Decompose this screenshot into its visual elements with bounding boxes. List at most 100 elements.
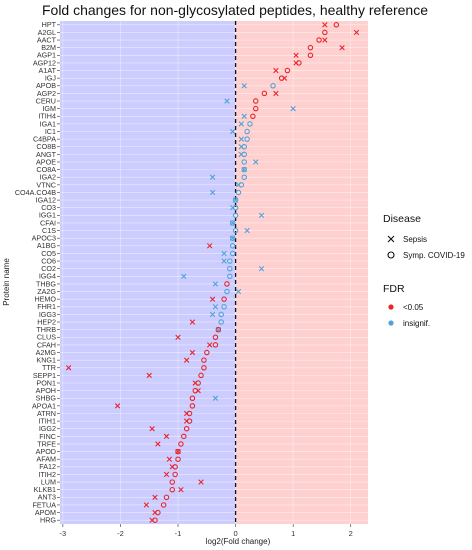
- x-tick-label: -2: [117, 529, 124, 538]
- point-sepsis: [353, 29, 360, 36]
- point-symp-covid19: [172, 471, 178, 478]
- protein-label: CO6: [41, 256, 56, 265]
- point-symp-covid19: [218, 319, 224, 325]
- protein-label: FHR1: [37, 302, 56, 311]
- point-sepsis: [339, 44, 345, 51]
- protein-label: LUM: [41, 477, 56, 486]
- x-tick-label: -3: [60, 529, 67, 538]
- protein-label: SHBG: [36, 394, 57, 403]
- legend-sepsis-key: [387, 235, 395, 243]
- point-sepsis: [238, 121, 245, 127]
- point-sepsis: [290, 105, 296, 112]
- protein-label: ANT3: [38, 493, 56, 502]
- point-sepsis: [189, 349, 196, 356]
- legend-disease-label: Sepsis: [403, 235, 427, 244]
- point-symp-covid19: [204, 349, 210, 356]
- point-sepsis: [189, 319, 196, 325]
- legend-fdr-title: FDR: [383, 283, 405, 295]
- x-axis-label: log2(Fold change): [206, 537, 271, 546]
- point-sepsis: [322, 37, 328, 43]
- point-symp-covid19: [169, 479, 176, 485]
- legend-fdr-label: <0.05: [403, 303, 424, 312]
- protein-label: APOM: [35, 508, 56, 517]
- point-sepsis: [209, 189, 216, 196]
- point-symp-covid19: [221, 304, 227, 310]
- point-sepsis: [212, 281, 219, 287]
- point-symp-covid19: [178, 441, 184, 447]
- point-sepsis: [224, 98, 230, 104]
- legend-covid-key: [387, 251, 395, 259]
- point-sepsis: [146, 372, 152, 379]
- point-symp-covid19: [232, 227, 239, 234]
- point-sepsis: [221, 250, 227, 257]
- point-symp-covid19: [183, 425, 190, 432]
- point-symp-covid19: [169, 486, 176, 493]
- point-sepsis: [244, 227, 250, 234]
- point-symp-covid19: [241, 166, 247, 173]
- point-sepsis: [273, 67, 279, 74]
- protein-label: C1S: [42, 226, 56, 235]
- point-sepsis: [149, 426, 155, 432]
- point-symp-covid19: [195, 380, 201, 386]
- protein-label: APOE: [36, 157, 56, 166]
- point-sepsis: [241, 113, 247, 119]
- point-symp-covid19: [172, 464, 178, 470]
- protein-label: IGG3: [39, 310, 56, 319]
- point-symp-covid19: [189, 395, 196, 401]
- protein-label: PON1: [36, 378, 56, 387]
- protein-label: ZA2G: [37, 287, 56, 296]
- protein-label: IC1: [45, 127, 56, 136]
- protein-label: AFAM: [36, 455, 56, 464]
- point-symp-covid19: [215, 326, 222, 333]
- x-tick-label: -1: [175, 529, 182, 538]
- point-symp-covid19: [247, 121, 253, 127]
- point-symp-covid19: [229, 235, 236, 241]
- point-symp-covid19: [227, 258, 233, 264]
- protein-label: SEPP1: [33, 371, 56, 380]
- protein-label: APOB: [36, 81, 56, 90]
- chart-title: Fold changes for non-glycosylated peptid…: [42, 2, 428, 18]
- protein-label: IGA1: [40, 119, 56, 128]
- legend-disease-title: Disease: [383, 213, 421, 225]
- point-sepsis: [163, 471, 170, 478]
- point-sepsis: [212, 304, 219, 310]
- point-sepsis: [152, 494, 158, 501]
- protein-label: AGP1: [37, 51, 56, 60]
- x-tick-label: 0: [234, 529, 238, 538]
- protein-label: ANGT: [36, 150, 57, 159]
- point-sepsis: [221, 258, 227, 264]
- point-symp-covid19: [198, 372, 204, 379]
- protein-label: ITIH2: [38, 470, 56, 479]
- protein-label: AGP12: [33, 58, 56, 67]
- protein-label: CO8B: [36, 142, 56, 151]
- point-sepsis: [181, 273, 187, 279]
- point-sepsis: [175, 334, 181, 340]
- point-sepsis: [183, 357, 190, 363]
- point-symp-covid19: [241, 144, 247, 150]
- point-sepsis: [143, 502, 150, 508]
- point-symp-covid19: [186, 418, 193, 424]
- point-sepsis: [206, 243, 213, 249]
- protein-label: ITIH4: [38, 112, 56, 121]
- point-symp-covid19: [152, 517, 158, 523]
- positive-region: [235, 21, 368, 524]
- protein-label: CO3: [41, 203, 56, 212]
- point-symp-covid19: [232, 204, 239, 211]
- point-sepsis: [322, 22, 328, 28]
- point-symp-covid19: [175, 456, 181, 462]
- point-symp-covid19: [189, 403, 196, 409]
- point-symp-covid19: [307, 44, 314, 51]
- point-symp-covid19: [244, 128, 250, 135]
- point-symp-covid19: [212, 334, 219, 341]
- protein-label: HEP2: [37, 317, 56, 326]
- point-sepsis: [206, 342, 213, 348]
- point-symp-covid19: [232, 212, 239, 219]
- point-sepsis: [209, 311, 216, 318]
- plot-area: -3 -2 -1 0 1 2HPTA2GLAACTB2MAGP1AGP12A1ATIGJA…: [15, 20, 368, 538]
- protein-label: CERU: [36, 96, 56, 105]
- point-sepsis: [209, 174, 216, 180]
- point-sepsis: [209, 296, 216, 302]
- protein-label: KNG1: [36, 356, 56, 365]
- point-symp-covid19: [244, 136, 250, 142]
